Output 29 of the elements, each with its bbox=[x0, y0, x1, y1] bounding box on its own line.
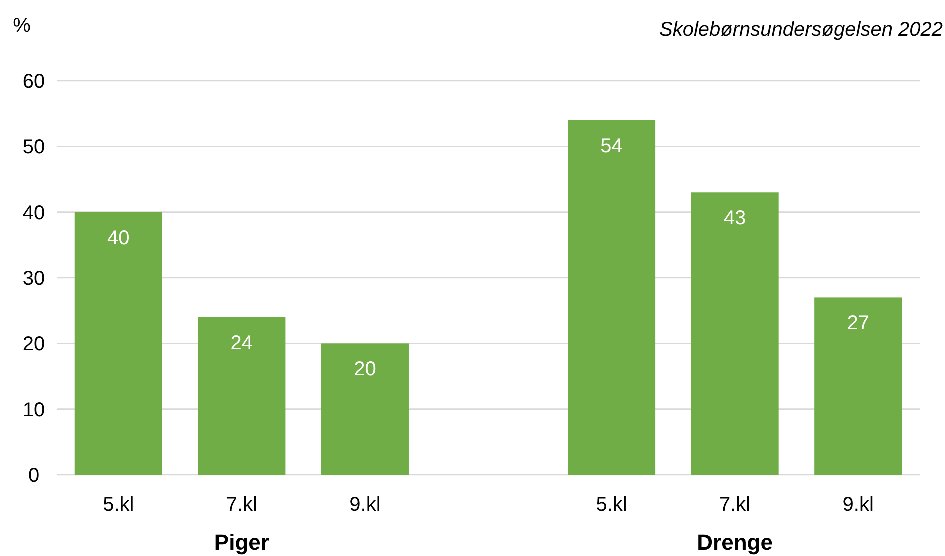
bar bbox=[321, 344, 409, 475]
data-label: 40 bbox=[108, 227, 130, 250]
y-tick-label: 30 bbox=[22, 268, 46, 290]
y-axis-title: % bbox=[13, 15, 32, 37]
x-tick-label: 5.kl bbox=[103, 494, 134, 516]
y-tick-label: 10 bbox=[22, 399, 46, 422]
x-tick-label: 9.kl bbox=[842, 494, 874, 516]
data-label: 43 bbox=[724, 208, 746, 230]
chart-subtitle: Skolebørnsundersøgelsen 2022 bbox=[659, 19, 943, 41]
y-tick-label: 40 bbox=[22, 202, 46, 224]
data-label: 24 bbox=[230, 332, 254, 354]
data-label: 20 bbox=[354, 358, 376, 381]
text: Piger bbox=[214, 530, 270, 555]
data-label: 27 bbox=[847, 312, 870, 335]
y-tick-label: 50 bbox=[22, 136, 46, 159]
bar bbox=[568, 120, 656, 475]
bar bbox=[198, 317, 286, 475]
bar bbox=[691, 192, 779, 475]
y-tick-label: 0 bbox=[28, 465, 40, 487]
y-tick-label: 20 bbox=[22, 334, 46, 356]
x-tick-label: 7.kl bbox=[226, 494, 258, 516]
y-tick-label: 60 bbox=[22, 71, 46, 93]
text: Drenge bbox=[697, 530, 773, 555]
data-label: 54 bbox=[600, 135, 623, 158]
x-tick-label: 7.kl bbox=[720, 494, 751, 516]
bar bbox=[814, 298, 902, 475]
x-tick-label: 9.kl bbox=[350, 494, 381, 516]
bar bbox=[74, 212, 162, 475]
x-tick-label: 5.kl bbox=[596, 494, 628, 516]
